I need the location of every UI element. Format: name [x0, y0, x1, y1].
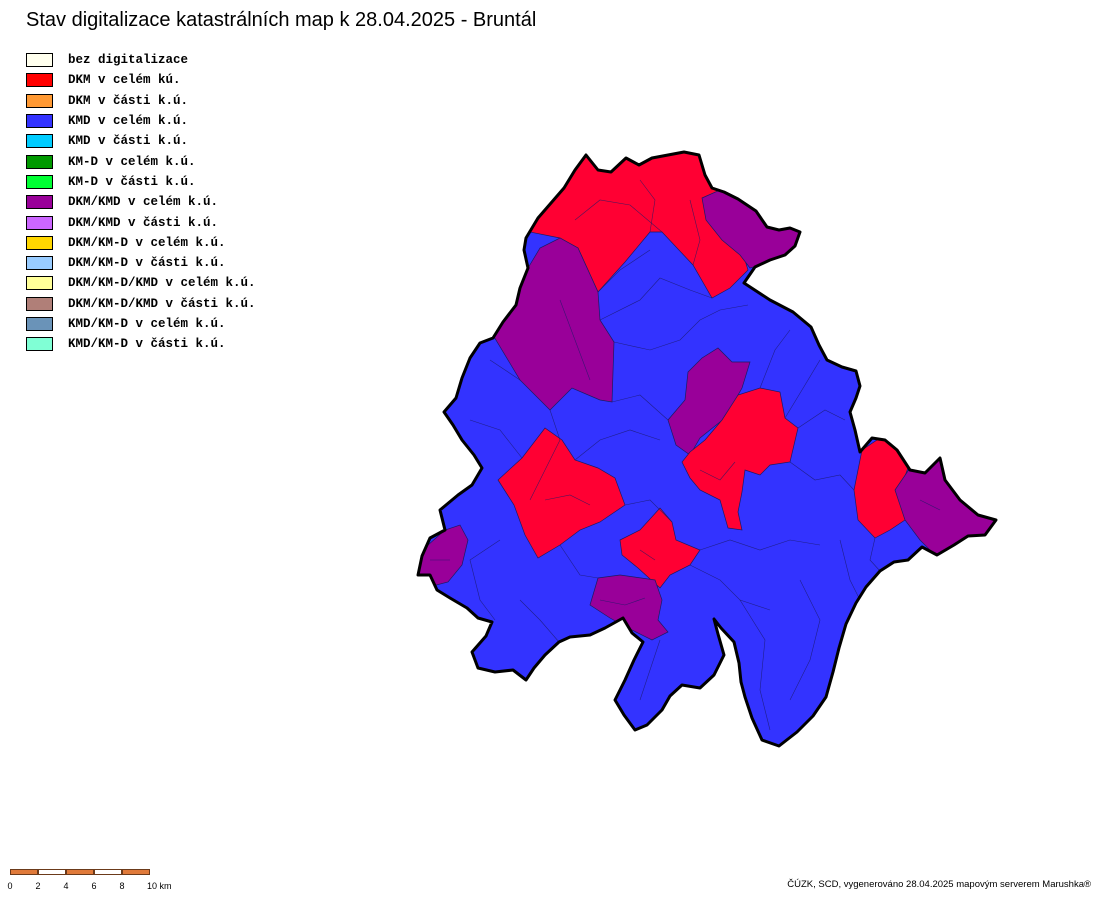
legend-label: DKM v celém kú.	[68, 73, 181, 88]
parcel-line	[797, 409, 846, 429]
parcel-line	[739, 599, 771, 731]
legend-item: KMD v části k.ú.	[26, 131, 256, 151]
legend-swatch	[26, 93, 53, 108]
parcel-line	[624, 499, 673, 523]
legend-swatch	[26, 114, 53, 129]
map-title: Stav digitalizace katastrálních map k 28…	[26, 9, 537, 31]
legend-label: KMD v části k.ú.	[68, 134, 189, 149]
cadastral-areas	[418, 152, 996, 746]
scale-tick-label: 2	[35, 881, 41, 891]
legend-item: KMD v celém k.ú.	[26, 111, 256, 131]
scale-tick-label: 6	[91, 881, 97, 891]
parcel-line	[599, 597, 646, 606]
parcel-line	[529, 409, 561, 501]
parcel-line	[599, 277, 713, 321]
parcel-line	[789, 461, 855, 491]
legend-item: KMD/KM-D v části k.ú.	[26, 334, 256, 354]
dkm-area-south-center	[619, 507, 701, 589]
legend: bez digitalizace DKM v celém kú. DKM v č…	[26, 50, 256, 354]
legend-swatch	[26, 73, 53, 88]
legend-label: DKM/KMD v celém k.ú.	[68, 195, 219, 210]
legend-swatch	[26, 235, 53, 250]
scale-bar: 0 2 4 6 8 10 km	[7, 869, 172, 899]
legend-label: DKM/KM-D v celém k.ú.	[68, 235, 226, 250]
legend-swatch	[26, 276, 53, 291]
legend-label: DKM v části k.ú.	[68, 93, 189, 108]
parcel-line	[559, 299, 591, 381]
parcel-boundaries	[430, 179, 941, 731]
legend-swatch	[26, 296, 53, 311]
legend-swatch	[26, 317, 53, 331]
legend-swatch	[26, 195, 53, 210]
parcel-line	[469, 419, 523, 459]
legend-item: DKM/KM-D/KMD v části k.ú.	[26, 294, 256, 314]
legend-item: KM-D v celém k.ú.	[26, 151, 256, 171]
legend-swatch	[26, 174, 53, 189]
legend-label: bez digitalizace	[68, 53, 189, 68]
scale-tick-label: 8	[119, 881, 125, 891]
legend-item: DKM v celém kú.	[26, 70, 256, 90]
parcel-line	[519, 599, 560, 643]
legend-item: DKM/KMD v části k.ú.	[26, 212, 256, 232]
legend-label: KM-D v celém k.ú.	[68, 154, 196, 169]
legend-swatch	[26, 337, 53, 352]
legend-swatch	[26, 134, 53, 149]
legend-swatch	[26, 256, 53, 271]
parcel-line	[574, 429, 661, 461]
parcel-line	[919, 499, 941, 511]
legend-item: DKM/KM-D v celém k.ú.	[26, 233, 256, 253]
legend-swatch	[26, 53, 53, 68]
legend-item: DKM/KM-D v části k.ú.	[26, 253, 256, 273]
legend-item: DKM v části k.ú.	[26, 91, 256, 111]
scale-segment	[10, 869, 38, 875]
scale-segment	[94, 869, 122, 875]
parcel-line	[639, 179, 656, 233]
parcel-line	[469, 539, 501, 621]
parcel-line	[574, 199, 663, 233]
parcel-line	[489, 359, 521, 381]
parcel-line	[613, 304, 749, 351]
scale-segment	[38, 869, 66, 875]
parcel-line	[869, 537, 881, 572]
parcel-line	[759, 329, 791, 389]
scale-tick-label: 4	[63, 881, 69, 891]
legend-item: KMD/KM-D v celém k.ú.	[26, 314, 256, 334]
dkm-area-east-center	[681, 387, 799, 531]
scale-tick-label: 10 km	[147, 881, 172, 891]
parcel-line	[789, 579, 821, 701]
legend-label: DKM/KM-D/KMD v celém k.ú.	[68, 276, 256, 291]
legend-item: bez digitalizace	[26, 50, 256, 70]
legend-swatch	[26, 154, 53, 169]
legend-item: DKM/KM-D/KMD v celém k.ú.	[26, 273, 256, 293]
parcel-line	[639, 639, 661, 701]
legend-label: DKM/KM-D v části k.ú.	[68, 256, 226, 271]
legend-label: DKM/KM-D/KMD v části k.ú.	[68, 296, 256, 311]
parcel-line	[544, 494, 591, 506]
map-credits: ČÚZK, SCD, vygenerováno 28.04.2025 mapov…	[787, 879, 1091, 890]
legend-item: KM-D v části k.ú.	[26, 172, 256, 192]
legend-label: KMD/KM-D v části k.ú.	[68, 337, 226, 352]
legend-label: DKM/KMD v části k.ú.	[68, 215, 219, 230]
parcel-line	[784, 359, 821, 419]
legend-label: KMD v celém k.ú.	[68, 114, 189, 129]
parcel-line	[597, 249, 651, 293]
legend-swatch	[26, 215, 53, 230]
parcel-line	[559, 544, 599, 579]
legend-item: DKM/KMD v celém k.ú.	[26, 192, 256, 212]
parcel-line	[839, 539, 861, 601]
scale-segment	[66, 869, 94, 875]
parcel-line	[639, 549, 656, 561]
scale-tick-label: 0	[7, 881, 13, 891]
parcel-line	[689, 564, 771, 611]
parcel-line	[611, 394, 669, 421]
legend-label: KM-D v části k.ú.	[68, 174, 196, 189]
parcel-line	[699, 539, 821, 551]
scale-segment	[122, 869, 150, 875]
parcel-line	[689, 199, 701, 266]
legend-label: KMD/KM-D v celém k.ú.	[68, 317, 226, 331]
parcel-line	[699, 461, 736, 481]
